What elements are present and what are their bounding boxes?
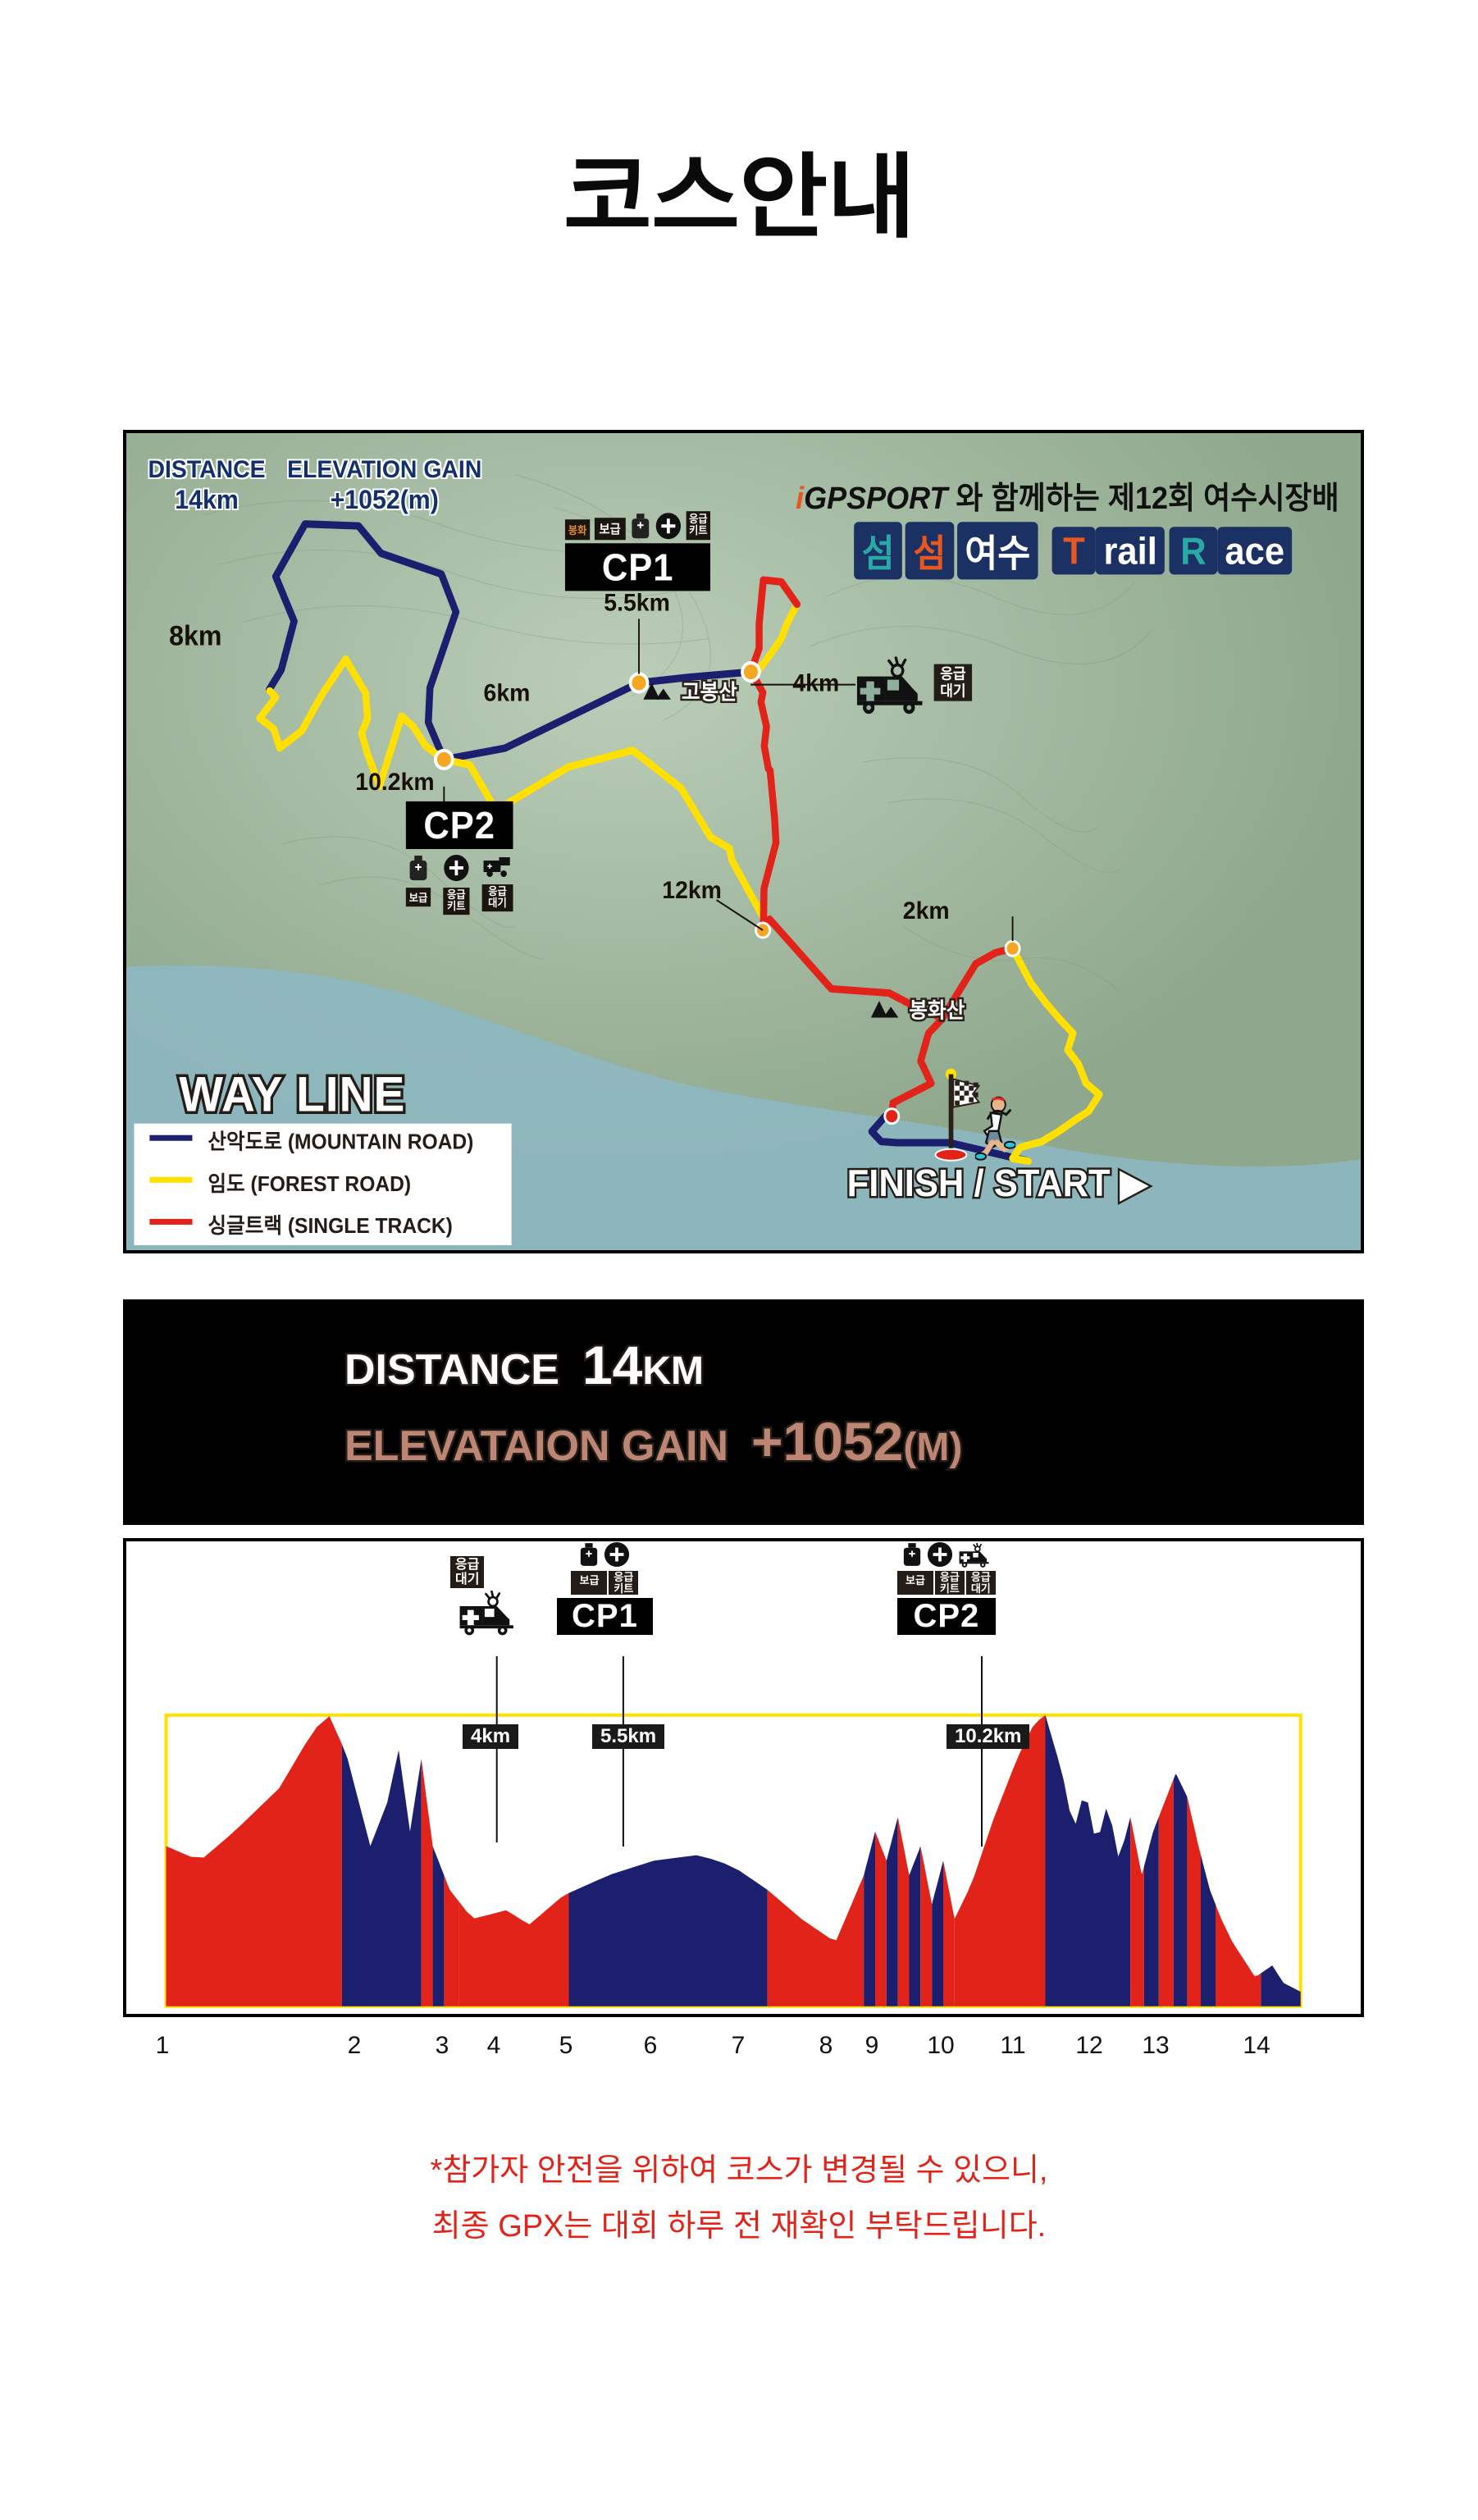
- svg-text:14: 14: [1243, 2032, 1270, 2059]
- svg-text:4: 4: [487, 2032, 501, 2059]
- svg-text:5: 5: [559, 2032, 573, 2059]
- svg-text:2: 2: [348, 2032, 362, 2059]
- svg-text:10: 10: [927, 2032, 954, 2059]
- svg-text:1: 1: [156, 2032, 170, 2059]
- svg-text:11: 11: [1000, 2032, 1025, 2059]
- svg-text:6: 6: [644, 2032, 658, 2059]
- svg-text:7: 7: [732, 2032, 746, 2059]
- svg-text:3: 3: [436, 2032, 449, 2059]
- svg-text:8: 8: [819, 2032, 833, 2059]
- svg-text:9: 9: [865, 2032, 879, 2059]
- svg-text:13: 13: [1142, 2032, 1169, 2059]
- svg-text:12: 12: [1075, 2032, 1102, 2059]
